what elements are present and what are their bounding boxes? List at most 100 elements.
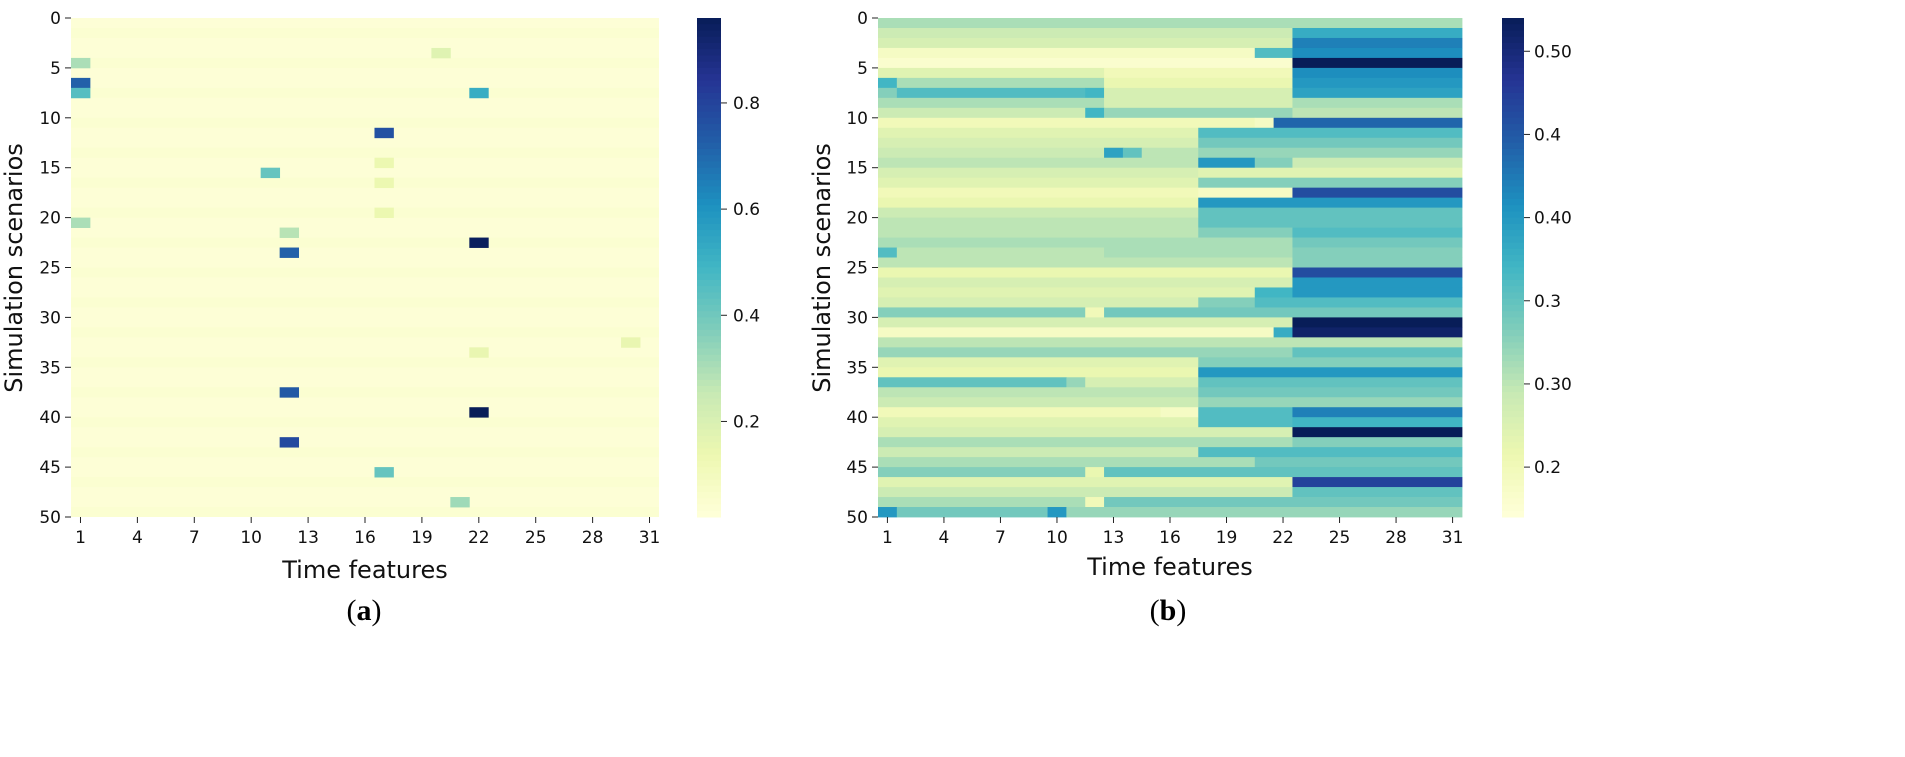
heatmap-cell bbox=[1292, 187, 1463, 199]
x-tick-label: 22 bbox=[1272, 528, 1294, 548]
heatmap-cell bbox=[1198, 147, 1463, 159]
colorbar-segment bbox=[697, 479, 721, 487]
heatmap-cell bbox=[878, 257, 1293, 268]
colorbar-segment bbox=[697, 342, 721, 350]
heatmap-cell bbox=[878, 287, 1256, 298]
heatmap-cell bbox=[1292, 427, 1463, 438]
heatmap-cell bbox=[469, 347, 489, 358]
heatmap-cell bbox=[878, 247, 898, 258]
colorbar-tick-label: 0.40 bbox=[1534, 209, 1572, 229]
heatmap-cell bbox=[1047, 507, 1067, 518]
colorbar-segment bbox=[1502, 255, 1524, 262]
heatmap-b-cells bbox=[878, 18, 1463, 518]
colorbar-tick-label: 0.2 bbox=[733, 412, 760, 432]
colorbar-segment bbox=[697, 448, 721, 456]
heatmap-cell bbox=[1104, 107, 1293, 119]
colorbar-segment bbox=[1502, 80, 1524, 88]
colorbar-segment bbox=[697, 130, 721, 138]
heatmap-cell bbox=[469, 87, 489, 99]
colorbar-segment bbox=[697, 279, 721, 287]
heatmap-cell bbox=[1085, 87, 1105, 99]
heatmap-cell bbox=[878, 57, 1293, 69]
heatmap-cell bbox=[878, 407, 1161, 418]
heatmap-cell bbox=[1141, 147, 1199, 159]
y-tick-label: 15 bbox=[39, 159, 61, 179]
heatmap-cell bbox=[1254, 47, 1293, 59]
heatmap-cell bbox=[1104, 467, 1463, 478]
heatmap-cell bbox=[1104, 87, 1293, 99]
heatmap-a-colorbar-ticks: 0.2 0.4 0.6 0.8 bbox=[721, 94, 760, 432]
heatmap-cell bbox=[1292, 237, 1463, 248]
heatmap-cell bbox=[1292, 327, 1463, 338]
heatmap-cell bbox=[1292, 57, 1463, 69]
colorbar-segment bbox=[697, 105, 721, 113]
colorbar-segment bbox=[697, 167, 721, 175]
heatmap-cell bbox=[1292, 267, 1463, 278]
colorbar-segment bbox=[697, 111, 721, 119]
heatmap-cell bbox=[878, 337, 1463, 348]
heatmap-a-row-shade bbox=[71, 447, 659, 458]
colorbar-segment bbox=[1502, 292, 1524, 300]
colorbar-segment bbox=[1502, 473, 1524, 481]
colorbar-segment bbox=[697, 261, 721, 268]
colorbar-segment bbox=[697, 49, 721, 56]
heatmap-cell bbox=[1198, 447, 1463, 458]
heatmap-cell bbox=[878, 507, 898, 518]
heatmap-cell bbox=[1085, 467, 1105, 478]
heatmap-cell bbox=[878, 117, 1256, 129]
colorbar-segment bbox=[1502, 248, 1524, 256]
heatmap-a-row-shade bbox=[71, 267, 659, 278]
colorbar-segment bbox=[697, 473, 721, 481]
colorbar-segment bbox=[697, 211, 721, 219]
heatmap-a-row-shade bbox=[71, 237, 659, 248]
colorbar-segment bbox=[1502, 417, 1524, 424]
colorbar-segment bbox=[697, 304, 721, 312]
heatmap-cell bbox=[1085, 377, 1199, 388]
heatmap-a-x-axis-label: Time features bbox=[281, 556, 448, 584]
x-tick-label: 4 bbox=[939, 528, 950, 548]
heatmap-cell bbox=[896, 87, 1086, 99]
panel-a-caption-letter: a bbox=[357, 594, 372, 627]
colorbar-segment bbox=[697, 198, 721, 206]
colorbar-segment bbox=[697, 30, 721, 38]
heatmap-cell bbox=[1292, 47, 1463, 59]
colorbar-segment bbox=[1502, 61, 1524, 69]
colorbar-segment bbox=[1502, 286, 1524, 293]
heatmap-cell bbox=[279, 247, 300, 258]
y-tick-label: 10 bbox=[39, 109, 61, 129]
colorbar-segment bbox=[697, 55, 721, 63]
y-tick-label: 35 bbox=[39, 358, 61, 378]
heatmap-cell bbox=[878, 357, 1199, 368]
colorbar-segment bbox=[1502, 192, 1524, 200]
heatmap-a-row-shade bbox=[71, 27, 659, 38]
colorbar-segment bbox=[1502, 161, 1524, 169]
heatmap-cell bbox=[1085, 497, 1105, 508]
colorbar-segment bbox=[697, 192, 721, 200]
x-tick-label: 19 bbox=[1216, 528, 1238, 548]
colorbar-segment bbox=[697, 392, 721, 399]
colorbar-segment bbox=[1502, 329, 1524, 337]
heatmap-cell bbox=[1292, 227, 1463, 238]
colorbar-segment bbox=[697, 492, 721, 499]
heatmap-a-row-shade bbox=[71, 387, 659, 398]
colorbar-segment bbox=[697, 205, 721, 212]
colorbar-segment bbox=[697, 317, 721, 325]
heatmap-cell bbox=[1273, 117, 1463, 129]
heatmap-cell bbox=[1292, 277, 1463, 288]
colorbar-segment bbox=[1502, 173, 1524, 181]
heatmap-cell bbox=[878, 87, 898, 99]
colorbar-segment bbox=[697, 24, 721, 31]
colorbar-segment bbox=[1502, 361, 1524, 368]
heatmap-cell bbox=[1292, 87, 1463, 99]
heatmap-cell bbox=[1254, 287, 1293, 298]
heatmap-cell bbox=[1292, 477, 1463, 488]
heatmap-cell bbox=[878, 307, 1086, 318]
colorbar-segment bbox=[1502, 105, 1524, 113]
colorbar-tick-label: 0.8 bbox=[733, 94, 760, 114]
colorbar-segment bbox=[1502, 217, 1524, 225]
colorbar-segment bbox=[697, 117, 721, 125]
y-tick-label: 10 bbox=[846, 109, 868, 129]
colorbar-segment bbox=[1502, 180, 1524, 187]
heatmap-cell bbox=[878, 217, 1199, 228]
heatmap-cell bbox=[1198, 217, 1463, 228]
